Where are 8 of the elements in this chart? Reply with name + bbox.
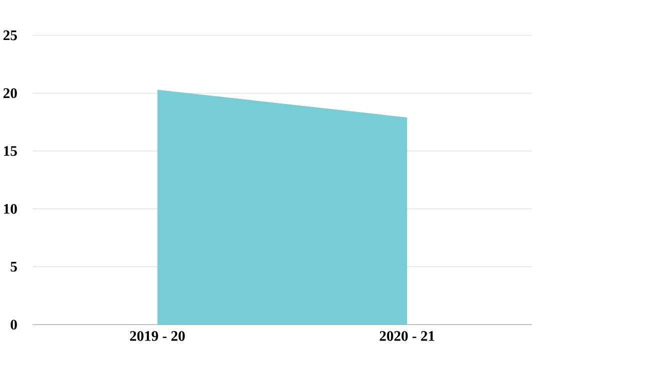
x-tick-label: 2020 - 21 <box>380 331 434 342</box>
y-tick-label: 25 <box>3 30 17 40</box>
y-tick-label: 20 <box>3 88 17 98</box>
y-tick-label: 15 <box>4 146 17 156</box>
y-tick-label: 10 <box>4 204 17 214</box>
x-tick-label: 2019 - 20 <box>130 331 185 342</box>
y-tick-label: 5 <box>10 262 17 272</box>
y-tick-label: 0 <box>10 320 17 330</box>
